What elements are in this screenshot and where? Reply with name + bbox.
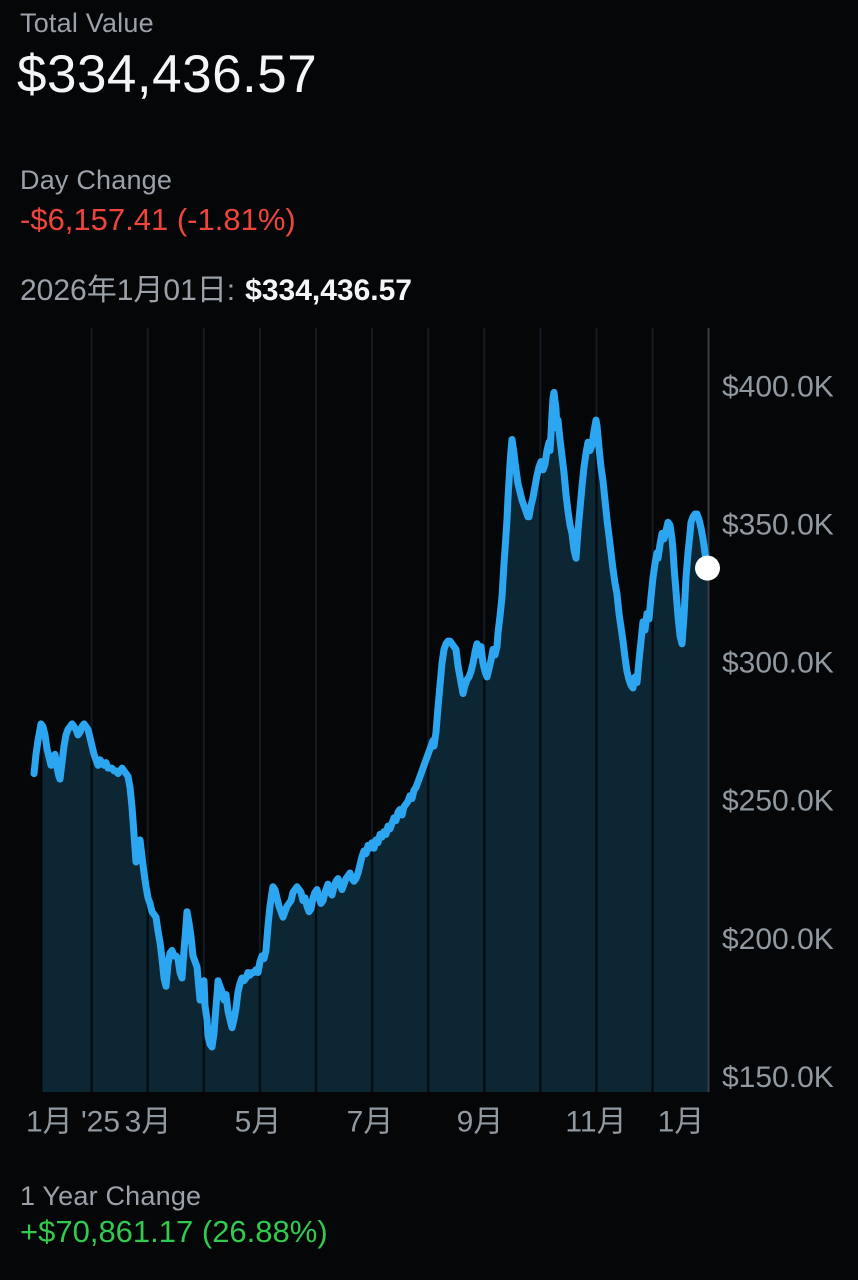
- y-tick-label: $200.0K: [722, 923, 834, 956]
- y-tick-label: $300.0K: [722, 647, 834, 680]
- year-change-label: 1 Year Change: [20, 1181, 202, 1211]
- y-tick-label: $150.0K: [722, 1061, 834, 1094]
- x-tick-label: 9月: [457, 1106, 504, 1139]
- selected-date-value: $334,436.57: [245, 274, 412, 307]
- selected-date-label: 2026年1月01日:: [20, 274, 236, 307]
- day-change-value: -$6,157.41 (-1.81%): [20, 202, 296, 237]
- y-tick-label: $350.0K: [722, 509, 834, 542]
- y-tick-label: $250.0K: [722, 785, 834, 818]
- x-tick-label: 3月: [125, 1106, 172, 1139]
- year-change-value: +$70,861.17 (26.88%): [20, 1214, 328, 1249]
- value-line: [30, 389, 711, 1051]
- x-tick-label: 1月: [658, 1106, 705, 1139]
- area-fill: [42, 392, 709, 1092]
- y-tick-label: $400.0K: [722, 371, 834, 404]
- x-tick-label: 11月: [565, 1106, 626, 1139]
- x-tick-label: 5月: [235, 1106, 282, 1139]
- x-tick-label: 7月: [347, 1106, 394, 1139]
- latest-value-dot[interactable]: [695, 555, 720, 581]
- day-change-label: Day Change: [20, 165, 173, 195]
- x-tick-label: 1月 '25: [26, 1106, 120, 1139]
- total-value: $334,436.57: [17, 45, 318, 104]
- selected-date-row: 2026年1月01日: $334,436.57: [20, 265, 412, 309]
- total-value-label: Total Value: [20, 8, 154, 38]
